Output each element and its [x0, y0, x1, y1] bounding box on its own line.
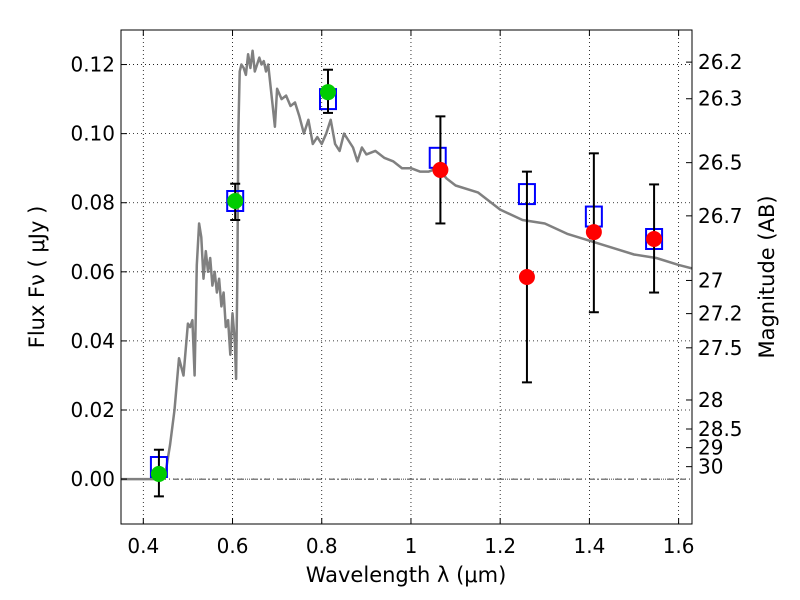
y-tick-label: 0.04: [70, 329, 115, 353]
y-tick-label: 0.02: [70, 398, 115, 422]
clipped-data: [121, 49, 692, 481]
right-tick-label: 29: [698, 436, 723, 460]
detection-point: [319, 84, 336, 101]
right-tick-label: 28.5: [698, 417, 743, 441]
x-tick-label: 0.4: [127, 534, 159, 558]
right-tick-label: 30: [698, 455, 723, 479]
y-tick-label: 0.08: [70, 191, 115, 215]
detection-point: [150, 465, 167, 482]
right-tick-label: 26.5: [698, 151, 743, 175]
x-tick-label: 0.8: [306, 534, 338, 558]
right-tick-label: 28: [698, 388, 723, 412]
right-tick-label: 27.5: [698, 336, 743, 360]
x-tick-label: 1.4: [573, 534, 605, 558]
measurement-point: [432, 161, 449, 178]
x-tick-label: 1.2: [484, 534, 516, 558]
x-tick-label: 0.6: [217, 534, 249, 558]
y-tick-label: 0.12: [70, 53, 115, 77]
detection-point: [227, 193, 244, 209]
measurement-point: [585, 224, 602, 241]
measurement-point: [518, 269, 535, 285]
plot-area: [121, 49, 692, 498]
x-tick-label: 1: [405, 534, 418, 558]
y-tick-label: 0.10: [70, 122, 115, 146]
right-tick-label: 27.2: [698, 302, 743, 326]
right-tick-label: 26.3: [698, 87, 743, 111]
measurement-point: [646, 231, 663, 247]
y-axis-title: Flux Fν ( μJy ): [25, 206, 49, 349]
right-tick-label: 27: [698, 268, 723, 292]
sed-model-line: [121, 49, 692, 481]
axis-ticks: 0.4 0.6 0.8 1 1.2 1.4 1.6 0.00 0.02 0.04 0.06 0.08 0…: [70, 30, 743, 558]
right-tick-label: 26.2: [698, 50, 743, 74]
x-axis-title: Wavelength λ (μm): [306, 563, 507, 587]
y-tick-label: 0.06: [70, 260, 115, 284]
right-axis-title: Magnitude (AB): [755, 195, 779, 358]
plot-frame: [120, 29, 693, 525]
x-tick-label: 1.6: [663, 534, 695, 558]
y-tick-label: 0.00: [70, 467, 115, 491]
right-tick-label: 26.7: [698, 204, 743, 228]
